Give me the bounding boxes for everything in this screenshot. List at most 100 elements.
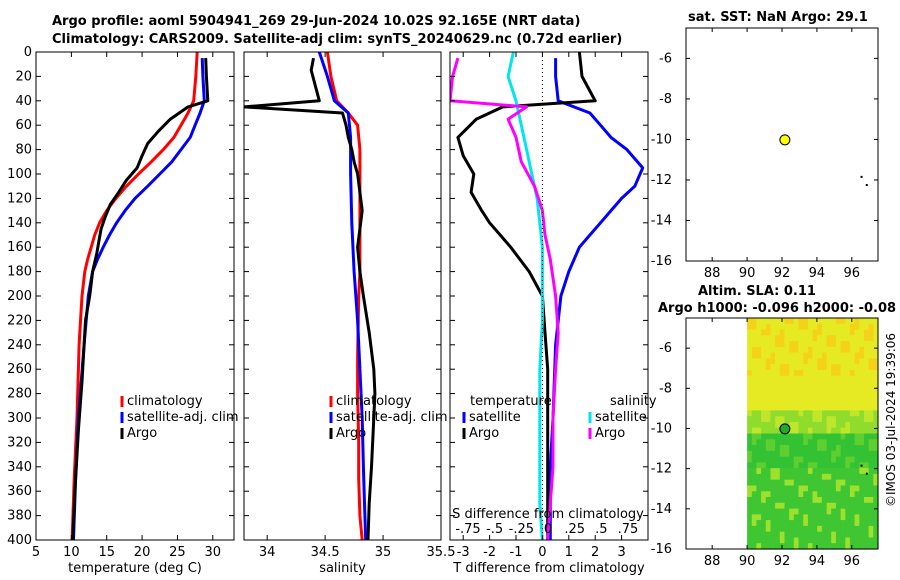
sla-cell xyxy=(835,456,842,463)
sla-cell xyxy=(747,462,753,469)
sla-cell xyxy=(798,450,804,458)
sla-cell xyxy=(789,416,795,423)
sla-cell xyxy=(864,508,870,515)
sla-cell xyxy=(784,404,790,411)
panel-frame-temperature xyxy=(35,51,235,541)
sla-cell xyxy=(817,421,823,429)
y-tick-label: 380 xyxy=(7,509,32,524)
sla-cell xyxy=(849,497,856,504)
sla-cell xyxy=(756,433,762,440)
sla-cell xyxy=(751,468,758,475)
sla-cell xyxy=(779,502,786,510)
sla-cell xyxy=(751,335,758,342)
sla-cell xyxy=(789,514,795,521)
sla-cell xyxy=(761,358,767,365)
sla-cell xyxy=(765,473,772,481)
sla-cell xyxy=(854,468,860,475)
sla-cell xyxy=(821,439,828,446)
sla-cell xyxy=(835,450,842,458)
sla-cell xyxy=(859,370,865,377)
sla-cell xyxy=(812,358,818,365)
sla-cell xyxy=(765,445,772,452)
sla-cell xyxy=(835,352,842,359)
sla-cell xyxy=(873,514,879,521)
sla-cell xyxy=(845,393,851,400)
sla-cell xyxy=(756,485,762,492)
sla-cell xyxy=(817,381,823,388)
sla-cell xyxy=(747,387,753,394)
sla-cell xyxy=(854,497,860,504)
sla-cell xyxy=(812,456,818,463)
sla-cell xyxy=(784,341,790,348)
sla-cell xyxy=(756,473,762,481)
sla-cell xyxy=(751,479,758,487)
sla-cell xyxy=(831,537,837,544)
sla-cell xyxy=(864,416,870,423)
y-tick-label: 0 xyxy=(24,45,32,60)
sla-cell xyxy=(835,543,842,550)
sla-cell xyxy=(821,514,828,521)
sla-cell xyxy=(807,520,814,527)
sla-cell xyxy=(784,485,790,492)
sla-cell xyxy=(849,335,856,342)
sla-cell xyxy=(859,404,865,411)
sla-cell xyxy=(840,416,846,423)
sla-cell xyxy=(798,352,804,359)
sla-cell xyxy=(859,520,865,527)
sla-cell xyxy=(864,323,870,331)
sla-cell xyxy=(765,497,772,504)
sla-cell xyxy=(826,329,832,336)
sla-cell xyxy=(845,375,851,383)
sla-cell xyxy=(793,456,800,463)
sla-cell xyxy=(826,323,832,331)
sla-cell xyxy=(817,525,823,533)
sla-cell xyxy=(803,318,809,325)
sla-cell xyxy=(775,543,781,550)
temperature-legend-label-2: Argo xyxy=(127,426,157,441)
y-tick-label: 180 xyxy=(7,265,32,280)
sla-cell xyxy=(826,520,832,527)
sla-cell xyxy=(803,433,809,440)
sla-cell xyxy=(845,520,851,527)
sla-cell xyxy=(864,329,870,336)
sla-cell xyxy=(826,543,832,550)
sla-cell xyxy=(756,508,762,515)
sla-cell xyxy=(821,456,828,463)
x-tick-label-salinity: 35.5 xyxy=(427,545,456,560)
sla-cell xyxy=(812,341,818,348)
x-axis-label-salinity: salinity xyxy=(319,561,366,576)
sla-cell xyxy=(845,462,851,469)
sla-cell xyxy=(849,514,856,521)
salinity-diff-tick-label: .5 xyxy=(595,522,607,537)
sla-cell xyxy=(821,520,828,527)
sla-cell xyxy=(812,398,818,406)
sla-cell xyxy=(747,329,753,336)
sla-cell xyxy=(835,479,842,487)
sla-cell xyxy=(826,364,832,371)
sla-cell xyxy=(784,393,790,400)
sla-cell xyxy=(770,398,776,406)
sla-cell xyxy=(770,520,776,527)
sla-cell xyxy=(765,335,772,342)
sla-cell xyxy=(798,410,804,417)
sla-cell xyxy=(779,450,786,458)
sla-cell xyxy=(751,329,758,336)
sla-cell xyxy=(798,502,804,510)
sla-cell xyxy=(747,468,753,475)
sla-cell xyxy=(747,318,753,325)
sla-cell xyxy=(854,416,860,423)
sla-cell xyxy=(775,427,781,435)
sla-cell xyxy=(747,393,753,400)
sla-cell xyxy=(803,485,809,492)
sla-cell xyxy=(831,323,837,331)
sla-cell xyxy=(831,497,837,504)
sla-cell xyxy=(831,445,837,452)
sla-cell xyxy=(803,370,809,377)
sla-cell xyxy=(854,421,860,429)
sla-cell xyxy=(765,410,772,417)
sla-cell xyxy=(845,341,851,348)
sla-cell xyxy=(803,375,809,383)
sla-cell xyxy=(751,416,758,423)
sla-cell xyxy=(821,398,828,406)
sla-cell xyxy=(859,318,865,325)
